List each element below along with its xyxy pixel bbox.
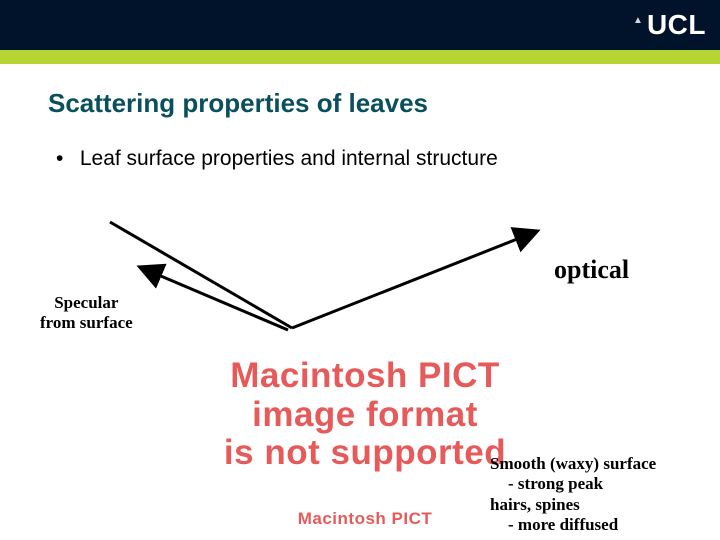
ucl-logo: ▲ UCL xyxy=(633,9,706,41)
pict-small-line1: Macintosh PICT xyxy=(298,509,433,528)
slide-title: Scattering properties of leaves xyxy=(48,88,720,119)
optical-label: optical xyxy=(554,255,629,285)
diagram-arrow xyxy=(292,232,535,328)
bullet-item: • Leaf surface properties and internal s… xyxy=(56,147,720,171)
surface-description: Smooth (waxy) surface - strong peak hair… xyxy=(490,454,656,536)
pict-line3: is not supported xyxy=(224,433,506,472)
surface-line2: - strong peak xyxy=(508,474,656,494)
diagram-svg xyxy=(90,210,550,340)
pict-line1: Macintosh PICT xyxy=(230,356,500,395)
diagram-arrow xyxy=(110,222,292,328)
specular-line1: Specular xyxy=(54,293,118,312)
logo-text: UCL xyxy=(647,9,706,41)
diagram-arrow xyxy=(142,268,288,330)
surface-line3: hairs, spines xyxy=(490,495,656,515)
pict-line2: image format xyxy=(252,395,478,434)
accent-bar xyxy=(0,50,720,64)
bullet-marker: • xyxy=(56,147,74,171)
surface-line4: - more diffused xyxy=(508,515,656,535)
logo-prefix-icon: ▲ xyxy=(633,15,643,26)
scattering-diagram xyxy=(90,210,550,340)
header-bar: ▲ UCL xyxy=(0,0,720,50)
specular-label: Specular from surface xyxy=(40,293,133,332)
bullet-text: Leaf surface properties and internal str… xyxy=(80,147,498,170)
pict-error-small: Macintosh PICT xyxy=(250,510,480,528)
specular-line2: from surface xyxy=(40,313,133,332)
surface-line1: Smooth (waxy) surface xyxy=(490,454,656,474)
